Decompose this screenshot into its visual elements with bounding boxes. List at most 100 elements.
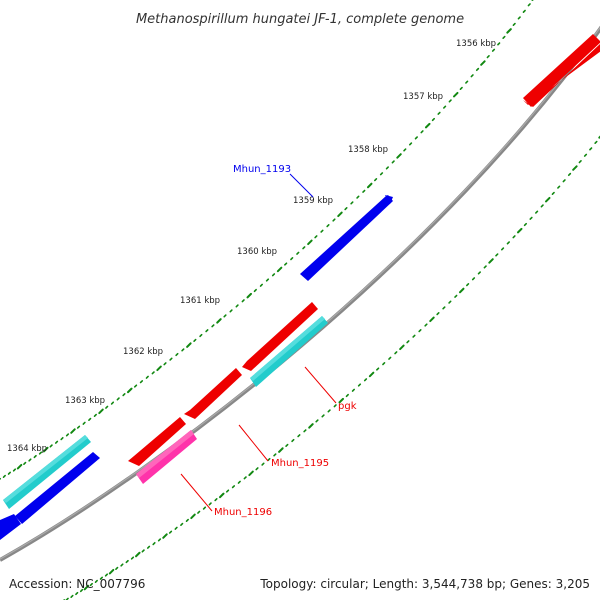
minor-tick (175, 352, 179, 357)
major-tick (544, 196, 551, 203)
major-tick (308, 423, 314, 429)
minor-tick (540, 204, 544, 208)
feature-red-1[interactable] (242, 302, 318, 371)
minor-tick (199, 333, 203, 338)
minor-tick (76, 425, 81, 429)
minor-tick (512, 22, 516, 26)
minor-tick (208, 502, 212, 506)
minor-tick (214, 498, 218, 502)
major-tick (156, 365, 162, 372)
major-tick (424, 122, 431, 129)
minor-tick (357, 383, 362, 387)
minor-tick (321, 414, 325, 418)
minor-tick (314, 235, 318, 239)
minor-tick (522, 9, 526, 13)
minor-tick (151, 371, 155, 375)
minor-tick (350, 201, 354, 205)
minor-tick (506, 241, 510, 245)
minor-tick (578, 160, 582, 164)
feature-blue-lowerleft[interactable] (0, 452, 100, 540)
minor-tick (271, 273, 276, 277)
minor-tick (567, 172, 572, 177)
feature-mhun-1195[interactable] (184, 368, 242, 419)
minor-tick (229, 309, 233, 313)
minor-tick (255, 467, 259, 471)
minor-tick (303, 429, 307, 433)
major-tick (516, 227, 523, 234)
major-tick (366, 182, 373, 189)
minor-tick (130, 556, 135, 560)
minor-tick (327, 409, 331, 413)
minor-tick (382, 362, 386, 366)
major-tick (488, 258, 494, 264)
inner-tick-ring (63, 135, 600, 600)
minor-tick (454, 294, 458, 298)
minor-tick (23, 461, 27, 465)
minor-tick (562, 179, 566, 183)
minor-tick (265, 278, 270, 282)
minor-tick (241, 299, 245, 303)
minor-tick (436, 312, 440, 316)
major-tick (399, 344, 405, 351)
minor-tick (157, 538, 162, 542)
minor-tick (356, 195, 360, 199)
minor-tick (523, 222, 528, 227)
minor-tick (362, 189, 366, 193)
minor-tick (79, 588, 84, 593)
major-tick (480, 60, 486, 66)
minor-tick (466, 283, 470, 287)
minor-tick (448, 99, 452, 103)
feature-mhun-1193[interactable] (300, 195, 393, 281)
minor-tick (477, 271, 481, 275)
feature-mhun-1196[interactable] (136, 430, 197, 484)
minor-tick (376, 367, 380, 371)
topology-text: Topology: circular; Length: 3,544,738 bp… (260, 577, 590, 591)
minor-tick (351, 388, 355, 392)
minor-tick (332, 218, 336, 222)
major-tick (396, 153, 402, 159)
minor-tick (414, 136, 418, 140)
minor-tick (93, 413, 97, 417)
minor-tick (320, 229, 324, 233)
major-tick (246, 292, 252, 299)
minor-tick (7, 471, 11, 475)
outer-tick-ring (0, 0, 534, 480)
minor-tick (517, 16, 521, 20)
minor-tick (28, 458, 32, 462)
minor-tick (284, 262, 288, 266)
major-tick (216, 318, 222, 324)
minor-tick (243, 476, 247, 480)
minor-tick (54, 440, 59, 444)
minor-tick (486, 55, 490, 59)
minor-tick (205, 329, 209, 333)
major-tick (127, 387, 133, 394)
minor-tick (418, 328, 422, 333)
leader-mhun-1195 (238, 424, 269, 462)
minor-tick (261, 462, 265, 466)
leader-mhun-1196 (180, 473, 213, 512)
major-tick (219, 492, 225, 499)
tick-label: 1359 kbp (293, 196, 333, 206)
feature-cyan-lowerleft[interactable] (3, 435, 91, 509)
minor-tick (388, 356, 392, 360)
major-tick (337, 211, 343, 218)
tick-label: 1363 kbp (65, 396, 105, 406)
tick-label: 1364 kbp (7, 444, 47, 454)
feature-red-topright[interactable] (523, 34, 600, 107)
minor-tick (94, 579, 98, 583)
minor-tick (33, 454, 37, 459)
feature-red-3[interactable] (128, 417, 186, 466)
minor-tick (193, 338, 197, 342)
leader-pgk (304, 366, 337, 404)
minor-tick (385, 166, 389, 170)
minor-tick (185, 518, 189, 522)
minor-tick (82, 421, 86, 425)
minor-tick (443, 105, 447, 109)
minor-tick (273, 453, 277, 457)
minor-tick (589, 147, 593, 151)
minor-tick (12, 468, 17, 472)
feature-pgk[interactable] (250, 316, 328, 387)
minor-tick (437, 111, 441, 115)
gene-label-pgk: pgk (338, 401, 357, 412)
